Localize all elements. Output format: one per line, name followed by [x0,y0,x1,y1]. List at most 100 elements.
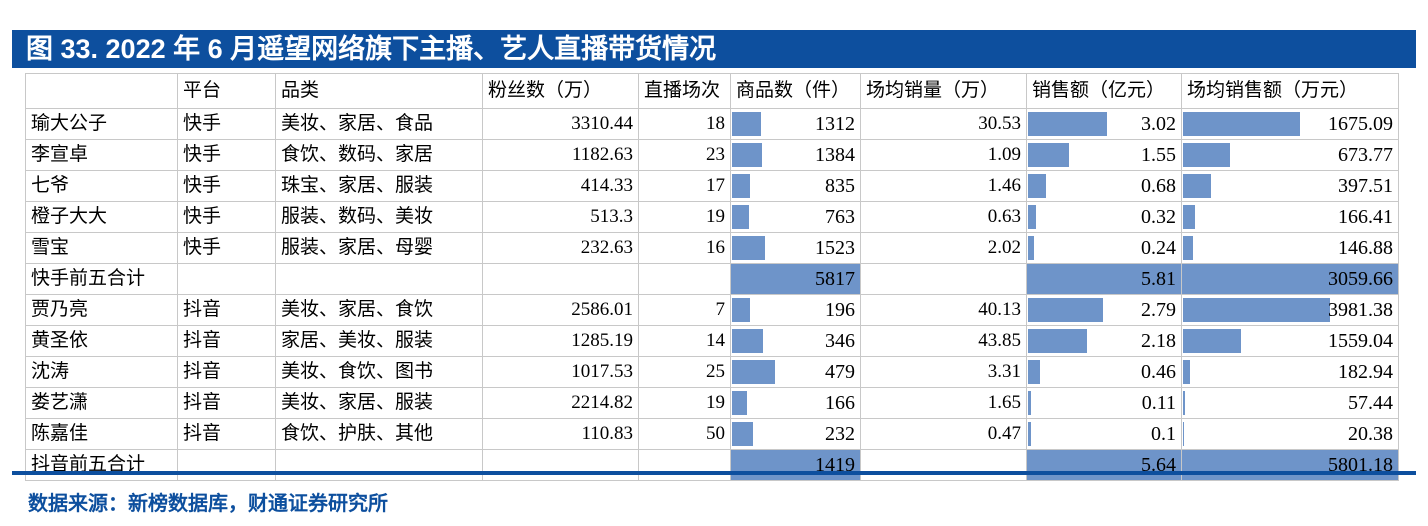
databar-cell-sales: 0.32 [1026,201,1182,233]
cell-fans: 1285.19 [482,325,639,357]
databar-cell-goods: 232 [730,418,861,450]
cell-value: 1384 [815,144,855,166]
cell-avg_volume: 30.53 [860,108,1027,140]
cell-value: 0.1 [1151,423,1176,445]
cell-value: 3.02 [1141,113,1176,135]
cell-sessions: 19 [638,201,731,233]
col-header-sessions: 直播场次 [638,73,731,109]
databar-cell-goods: 1523 [730,232,861,264]
cell-sessions: 18 [638,108,731,140]
table-row: 黄圣依 抖音 家居、美妆、服装 1285.19 14 346 43.85 2.18 1559.0… [25,325,1399,357]
cell-fans: 513.3 [482,201,639,233]
cell-avg_volume [860,449,1027,481]
databar-cell-goods: 763 [730,201,861,233]
table-row: 橙子大大 快手 服装、数码、美妆 513.3 19 763 0.63 0.32 166.41 [25,201,1399,233]
cell-platform: 快手 [177,139,276,171]
databar-cell-sales: 0.24 [1026,232,1182,264]
data-bar [1028,205,1037,229]
subtotal-cell-goods: 5817 [730,263,861,295]
databar-cell-sales: 1.55 [1026,139,1182,171]
cell-value: 3981.38 [1328,299,1393,321]
cell-value: 166.41 [1338,206,1393,228]
cell-value: 1523 [815,237,855,259]
col-header-goods: 商品数（件） [730,73,861,109]
databar-cell-goods: 346 [730,325,861,357]
cell-avg_volume: 0.63 [860,201,1027,233]
cell-name: 黄圣依 [25,325,178,357]
data-bar [1183,174,1211,198]
table-row: 七爷 快手 珠宝、家居、服装 414.33 17 835 1.46 0.68 397.51 [25,170,1399,202]
databar-cell-sales: 0.1 [1026,418,1182,450]
figure-title: 图 33. 2022 年 6 月遥望网络旗下主播、艺人直播带货情况 [26,34,717,64]
cell-name: 李宣卓 [25,139,178,171]
cell-value: 5817 [815,268,855,290]
data-bar [1183,391,1186,415]
cell-value: 397.51 [1338,175,1393,197]
cell-sessions [638,263,731,295]
cell-platform: 抖音 [177,387,276,419]
databar-cell-goods: 196 [730,294,861,326]
data-bar [732,174,751,198]
cell-category: 美妆、家居、食品 [275,108,483,140]
cell-value: 57.44 [1348,392,1393,414]
databar-cell-goods: 166 [730,387,861,419]
cell-value: 0.11 [1141,392,1176,414]
cell-fans: 2214.82 [482,387,639,419]
cell-sessions: 17 [638,170,731,202]
data-bar [1028,329,1087,353]
subtotal-cell-avg_sales: 3059.66 [1181,263,1399,295]
cell-avg_volume: 43.85 [860,325,1027,357]
cell-value: 835 [825,175,855,197]
cell-name: 抖音前五合计 [25,449,178,481]
cell-sessions: 14 [638,325,731,357]
col-header-category: 品类 [275,73,483,109]
cell-avg_volume: 1.09 [860,139,1027,171]
cell-avg_volume [860,263,1027,295]
databar-cell-sales: 2.18 [1026,325,1182,357]
cell-category: 服装、家居、母婴 [275,232,483,264]
subtotal-cell-avg_sales: 5801.18 [1181,449,1399,481]
cell-value: 763 [825,206,855,228]
table-row: 雪宝 快手 服装、家居、母婴 232.63 16 1523 2.02 0.24 146.88 [25,232,1399,264]
cell-name: 七爷 [25,170,178,202]
footer-divider [12,471,1416,475]
databar-cell-sales: 0.11 [1026,387,1182,419]
cell-sessions: 23 [638,139,731,171]
cell-sessions: 7 [638,294,731,326]
cell-name: 快手前五合计 [25,263,178,295]
table-row: 陈嘉佳 抖音 食饮、护肤、其他 110.83 50 232 0.47 0.1 20.38 [25,418,1399,450]
data-bar [732,205,749,229]
cell-value: 3059.66 [1328,268,1393,290]
table-row: 贾乃亮 抖音 美妆、家居、食饮 2586.01 7 196 40.13 2.79 3981.38 [25,294,1399,326]
cell-fans: 1182.63 [482,139,639,171]
cell-fans: 110.83 [482,418,639,450]
cell-value: 479 [825,361,855,383]
cell-value: 0.46 [1141,361,1176,383]
cell-avg_volume: 1.46 [860,170,1027,202]
cell-value: 5801.18 [1328,454,1393,476]
cell-category: 美妆、家居、食饮 [275,294,483,326]
cell-value: 146.88 [1338,237,1393,259]
data-bar [1028,391,1031,415]
subtotal-cell-goods: 1419 [730,449,861,481]
report-table: 平台 品类 粉丝数（万） 直播场次 商品数（件） 场均销量（万） 销售额（亿元） 场均销售额（… [25,73,1399,481]
cell-value: 0.68 [1141,175,1176,197]
cell-value: 20.38 [1348,423,1393,445]
data-bar [1028,143,1069,167]
cell-name: 沈涛 [25,356,178,388]
data-bar [1028,360,1041,384]
col-header-sales: 销售额（亿元） [1026,73,1182,109]
cell-platform: 抖音 [177,418,276,450]
cell-value: 1559.04 [1328,330,1393,352]
data-bar [1028,298,1104,322]
databar-cell-avg_sales: 166.41 [1181,201,1399,233]
table-row: 李宣卓 快手 食饮、数码、家居 1182.63 23 1384 1.09 1.55 673.77 [25,139,1399,171]
col-header-platform: 平台 [177,73,276,109]
cell-name: 陈嘉佳 [25,418,178,450]
cell-category [275,263,483,295]
data-bar [1183,360,1190,384]
data-bar [1183,112,1301,136]
cell-fans: 2586.01 [482,294,639,326]
cell-sessions: 50 [638,418,731,450]
cell-value: 1.55 [1141,144,1176,166]
